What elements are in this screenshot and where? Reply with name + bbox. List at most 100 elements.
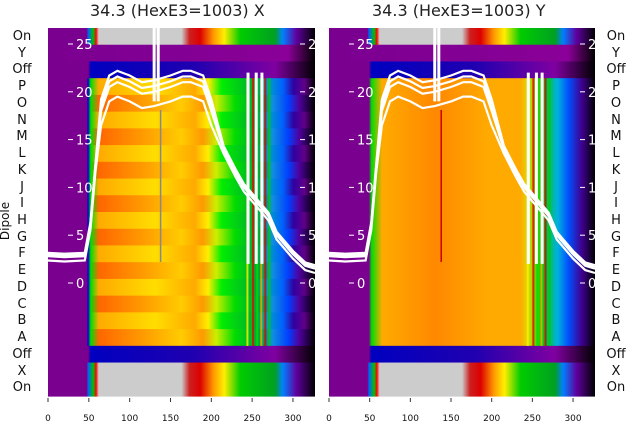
x-tick-label: 200 (202, 414, 220, 424)
stripe (268, 78, 271, 346)
row-label: On (606, 380, 626, 396)
overlay-trace (328, 75, 596, 268)
heatmap-row (329, 329, 595, 347)
row-label: E (611, 263, 621, 279)
heatmap-row (48, 28, 315, 46)
row-label: On (606, 29, 626, 44)
overlay-y-tick: 5 (357, 229, 365, 244)
row-label: A (611, 330, 621, 346)
overlay-y-tick: 5 (76, 229, 84, 244)
row-label: H (611, 213, 621, 228)
heatmap-row (48, 295, 315, 313)
row-label: D (610, 279, 621, 295)
x-tick-label: 200 (483, 414, 501, 424)
heatmap-row (329, 262, 595, 280)
overlay-y-tick: 5 (308, 229, 316, 244)
row-label: A (17, 330, 27, 346)
overlay-y-tick: 15 (308, 134, 325, 149)
overlay-y-tick: 10 (357, 181, 374, 196)
row-label: P (612, 79, 620, 95)
row-label: P (18, 79, 26, 95)
row-label: On (12, 380, 32, 396)
x-tick-label: 100 (401, 414, 419, 424)
panel-title-x: 34.3 (HexE3=1003) X (90, 1, 265, 20)
row-label: F (612, 246, 620, 262)
row-label: I (20, 196, 24, 212)
heatmap-row (329, 161, 595, 180)
overlay-y-tick: 10 (76, 181, 93, 196)
overlay-trace (47, 75, 316, 268)
overlay-y-tick: 25 (588, 38, 605, 53)
row-label: L (612, 146, 620, 162)
row-label: G (16, 229, 28, 245)
stripe (252, 78, 255, 346)
heatmap-row (329, 345, 595, 364)
panel-title-y: 34.3 (HexE3=1003) Y (372, 1, 546, 20)
x-tick-label: 250 (243, 414, 261, 424)
overlay-y-tick: 5 (588, 229, 596, 244)
stripe (159, 110, 162, 262)
row-label: E (17, 263, 27, 279)
row-label: K (611, 162, 621, 178)
heatmap-row (48, 362, 315, 380)
overlay-y-tick: 10 (308, 181, 325, 196)
heatmap-row (48, 278, 315, 297)
row-label: J (614, 179, 618, 195)
row-label: M (610, 129, 622, 145)
stripe (440, 110, 442, 262)
row-label: M (16, 129, 28, 145)
row-label: Y (612, 45, 620, 61)
heatmap-row (48, 44, 315, 63)
row-label: J (20, 179, 24, 195)
x-tick-label: 50 (363, 414, 376, 424)
heatmap-row (329, 362, 595, 380)
row-label: N (17, 112, 27, 128)
overlay-y-tick: 15 (357, 134, 374, 149)
overlay-y-tick: 15 (588, 134, 605, 149)
heatmap-row (329, 195, 595, 213)
row-label: X (17, 363, 27, 379)
overlay-y-tick: 0 (308, 277, 316, 292)
heatmap-row (329, 278, 595, 297)
overlay-y-tick: 20 (357, 86, 374, 101)
x-tick-label: 0 (45, 414, 51, 424)
heatmap-row (329, 111, 595, 129)
x-tick-label: 100 (121, 414, 139, 424)
row-label: Y (18, 45, 26, 61)
row-label: H (17, 213, 27, 228)
x-tick-label: 300 (284, 414, 302, 424)
heatmap-row (329, 295, 595, 313)
heatmap-row (48, 329, 315, 347)
overlay-y-tick: 0 (76, 277, 84, 292)
row-label: N (611, 112, 621, 128)
overlay-y-tick: 0 (357, 277, 365, 292)
row-label: Off (606, 62, 626, 78)
row-label: D (16, 279, 27, 295)
row-label: B (611, 313, 621, 329)
row-label: K (17, 162, 27, 178)
overlay-y-tick: 15 (76, 134, 93, 149)
row-label: C (611, 296, 621, 312)
overlay-y-tick: 20 (76, 86, 93, 101)
row-label: G (610, 229, 622, 245)
row-label: Off (12, 346, 32, 362)
heatmap-row (48, 262, 315, 280)
heatmap-row (329, 44, 595, 63)
x-tick-label: 50 (83, 414, 95, 424)
row-label: F (18, 246, 26, 262)
heatmap-row (48, 111, 315, 129)
x-tick-label: 300 (564, 414, 582, 424)
heatmap-row (48, 312, 315, 330)
x-tick-label: 250 (523, 414, 541, 424)
row-label: B (17, 313, 27, 329)
heatmap-row (48, 195, 315, 213)
x-tick-label: 0 (326, 414, 332, 424)
row-label: On (12, 29, 32, 44)
heatmap-row (48, 161, 315, 180)
x-tick-label: 150 (161, 414, 180, 424)
row-label: X (611, 363, 621, 379)
heatmap-row (329, 312, 595, 330)
heatmap-row (48, 379, 315, 397)
row-label: Off (606, 346, 626, 362)
